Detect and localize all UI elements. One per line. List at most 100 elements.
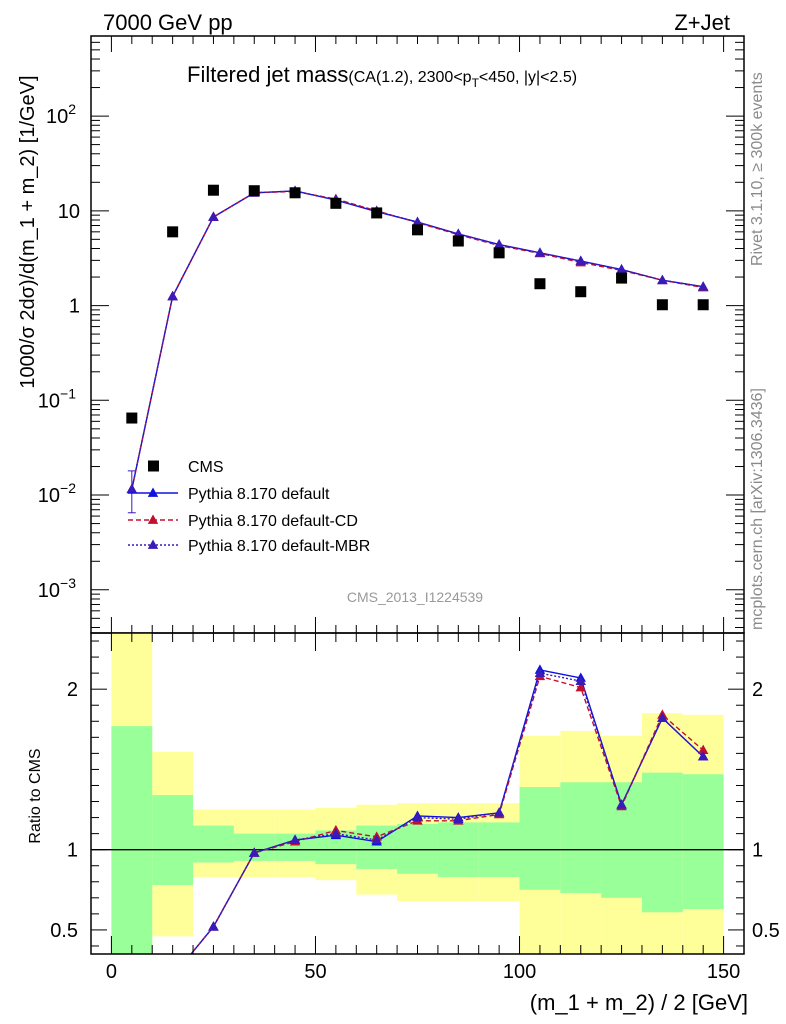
- data-point-cms: [330, 197, 342, 209]
- uncertainty-band-green: [519, 787, 561, 890]
- uncertainty-band-green: [152, 795, 194, 885]
- plot-title-sub-suffix: <450, |y|<2.5): [479, 69, 577, 86]
- marker-mbr: [453, 228, 464, 238]
- marker-mbr: [534, 247, 546, 257]
- ratio-y-tick-label: 1: [67, 840, 78, 862]
- uncertainty-band-green: [641, 772, 683, 913]
- upper-y-tick-label-base: 10: [38, 390, 60, 412]
- upper-y-tick-label: 10−1: [38, 385, 76, 412]
- upper-y-tick-label-base: 10: [46, 106, 68, 128]
- x-tick-label: 0: [106, 961, 117, 983]
- data-point-cms: [167, 226, 179, 238]
- ratio-series: [190, 664, 709, 954]
- process-label: Z+Jet: [674, 10, 730, 35]
- legend-label: Pythia 8.170 default: [188, 486, 330, 503]
- ratio-marker-mbr: [657, 712, 668, 722]
- upper-y-tick-label-base: 10: [38, 485, 60, 507]
- legend: CMS Pythia 8.170 default Pythia 8.170 defa…: [128, 459, 370, 555]
- uncertainty-band-green: [397, 823, 438, 874]
- legend-marker-cd: [147, 514, 159, 524]
- marker-mbr: [493, 239, 505, 249]
- ratio-marker-mbr: [575, 675, 586, 685]
- ratio-marker-mbr: [453, 813, 464, 824]
- upper-y-tick-label: 10: [58, 201, 80, 223]
- legend-label: Pythia 8.170 default-CD: [188, 513, 358, 530]
- data-point-cms: [656, 299, 668, 311]
- ratio-marker-mbr: [208, 921, 219, 931]
- upper-y-tick-label-exponent: −1: [60, 385, 76, 401]
- upper-y-tick-label: 10−3: [38, 575, 76, 602]
- marker-mbr: [657, 274, 668, 285]
- x-tick-label: 100: [503, 961, 536, 983]
- uncertainty-band-green: [193, 825, 234, 863]
- upper-y-axis-label: 1000/σ 2dσ)/d(m_1 + m_2) [1/GeV]: [17, 75, 39, 388]
- ratio-marker-mbr: [371, 834, 382, 844]
- marker-mbr: [616, 264, 627, 274]
- marker-mbr: [575, 255, 586, 265]
- uncertainty-band-green: [682, 774, 724, 910]
- data-point-cms: [575, 286, 587, 298]
- upper-y-tick-label-exponent: −3: [60, 575, 76, 591]
- ratio-y-axis-label: Ratio to CMS: [27, 748, 44, 843]
- legend-marker-default: [147, 487, 159, 497]
- ratio-marker-mbr: [493, 807, 505, 817]
- ratio-y-tick-label-right: 1: [752, 840, 763, 862]
- series-line-cd: [131, 190, 704, 490]
- ratio-y-tick-label-right: 2: [752, 679, 763, 701]
- ratio-marker-mbr: [330, 828, 342, 838]
- plot-title-sub: (CA(1.2), 2300<p: [348, 69, 471, 86]
- ratio-marker-mbr: [289, 834, 301, 844]
- series-line-default: [131, 190, 704, 490]
- mcplots-label: mcplots.cern.ch [arXiv:1306.3436]: [749, 388, 766, 630]
- energy-label: 7000 GeV pp: [103, 10, 233, 35]
- upper-y-tick-label-base: 10: [38, 580, 60, 602]
- data-point-cms: [616, 272, 628, 284]
- data-point-cms: [371, 207, 383, 219]
- legend-marker-mbr: [147, 539, 159, 549]
- upper-y-tick-label-exponent: −2: [60, 480, 76, 496]
- ratio-marker-mbr: [412, 812, 423, 822]
- series-line-mbr: [131, 190, 704, 490]
- legend-label: Pythia 8.170 default-MBR: [188, 538, 370, 555]
- ratio-plot: 0.5 0.5 1 1 2 2 0 50 100 150 Ratio to CMS (m_1 + …: [27, 632, 780, 1015]
- uncertainty-band-green: [233, 833, 275, 861]
- upper-y-tick-label-base: 10: [58, 201, 80, 223]
- uncertainty-band-green: [560, 782, 602, 894]
- x-tick-label: 150: [707, 961, 740, 983]
- plot-title: Filtered jet mass(CA(1.2), 2300<pT<450, …: [187, 62, 577, 90]
- data-point-cms: [248, 185, 260, 197]
- ratio-marker-mbr: [616, 799, 627, 809]
- ratio-marker-mbr: [697, 751, 709, 761]
- plot-title-main: Filtered jet mass: [187, 62, 348, 87]
- marker-mbr: [126, 483, 138, 494]
- x-tick-label: 50: [304, 961, 326, 983]
- marker-mbr: [697, 281, 709, 291]
- data-point-cms: [412, 224, 423, 236]
- upper-y-tick-label: 102: [46, 101, 76, 128]
- plot-title-sub-subscript: T: [472, 76, 480, 90]
- data-point-cms: [493, 247, 505, 259]
- legend-label: CMS: [188, 459, 224, 476]
- ratio-y-tick-label-right: 0.5: [752, 920, 780, 942]
- upper-y-tick-label: 1: [69, 296, 80, 318]
- analysis-id: CMS_2013_I1224539: [347, 589, 483, 605]
- ratio-marker-mbr: [534, 667, 546, 677]
- ratio-marker-cd: [697, 744, 709, 755]
- marker-mbr: [412, 216, 423, 226]
- marker-mbr: [208, 211, 219, 221]
- ratio-marker-mbr: [249, 847, 260, 857]
- data-point-cms: [207, 184, 219, 196]
- uncertainty-band-green: [111, 726, 153, 954]
- upper-y-tick-label-exponent: 2: [68, 101, 76, 117]
- marker-mbr: [167, 290, 178, 301]
- rivet-label: Rivet 3.1.10, ≥ 300k events: [749, 72, 766, 266]
- ratio-y-tick-label: 2: [67, 679, 78, 701]
- legend-marker-cms: [148, 460, 159, 472]
- ratio-y-tick-label: 0.5: [50, 920, 78, 942]
- x-axis-label: (m_1 + m_2) / 2 [GeV]: [530, 990, 748, 1015]
- data-point-cms: [126, 412, 138, 424]
- data-point-cms: [289, 187, 301, 199]
- data-point-cms: [697, 299, 709, 311]
